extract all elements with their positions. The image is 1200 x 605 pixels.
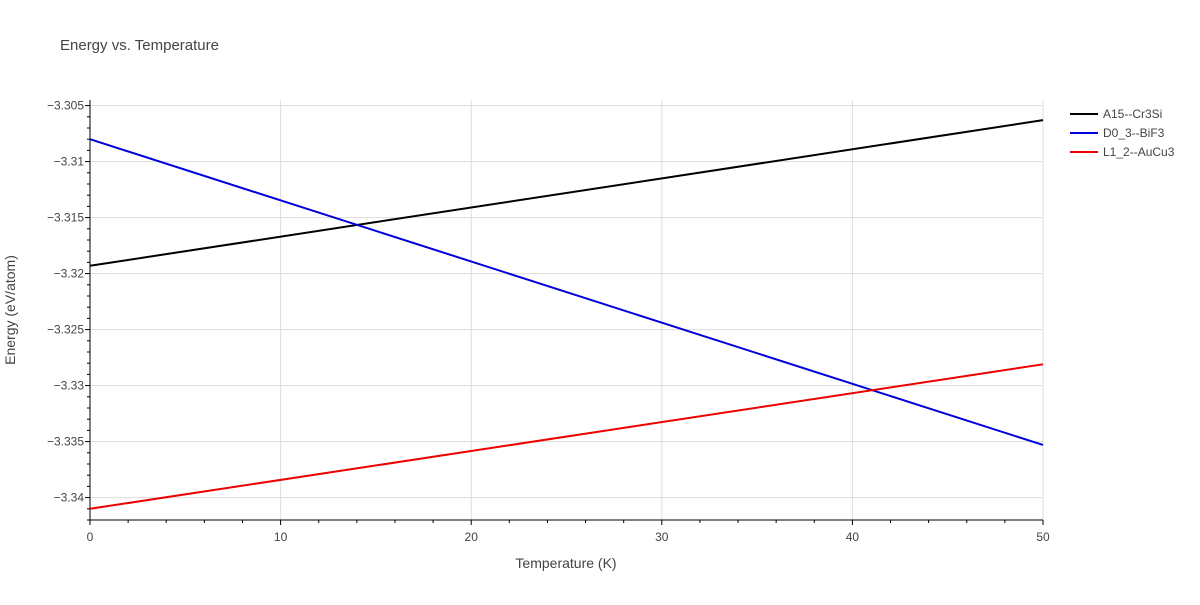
y-tick-label: −3.32 bbox=[54, 267, 85, 281]
legend-item[interactable]: L1_2--AuCu3 bbox=[1070, 145, 1175, 159]
legend-label: A15--Cr3Si bbox=[1103, 107, 1162, 121]
series-line bbox=[89, 363, 1044, 510]
y-tick-label: −3.325 bbox=[47, 323, 84, 337]
x-tick-label: 40 bbox=[846, 530, 860, 544]
legend-item[interactable]: D0_3--BiF3 bbox=[1070, 126, 1165, 140]
legend[interactable]: A15--Cr3Si D0_3--BiF3 L1_2--AuCu3 bbox=[1070, 107, 1175, 159]
x-tick-label: 50 bbox=[1036, 530, 1050, 544]
series bbox=[89, 119, 1044, 510]
y-axis-title: Energy (eV/atom) bbox=[2, 255, 18, 365]
y-tick-label: −3.305 bbox=[47, 99, 84, 113]
x-tick-label: 30 bbox=[655, 530, 669, 544]
grid bbox=[89, 100, 1044, 520]
axes: 0 10 20 30 40 50 −3.305 −3.31 −3.315 −3.32 −3.325 −… bbox=[47, 99, 1050, 544]
series-line bbox=[89, 119, 1044, 267]
x-tick-label: 0 bbox=[87, 530, 94, 544]
y-tick-label: −3.315 bbox=[47, 211, 84, 225]
x-tick-label: 20 bbox=[465, 530, 479, 544]
x-axis-title: Temperature (K) bbox=[515, 555, 616, 571]
x-tick-label: 10 bbox=[274, 530, 288, 544]
y-tick-label: −3.31 bbox=[54, 155, 85, 169]
chart-title: Energy vs. Temperature bbox=[60, 37, 219, 54]
y-tick-label: −3.34 bbox=[54, 491, 85, 505]
legend-label: D0_3--BiF3 bbox=[1103, 126, 1165, 140]
series-line bbox=[89, 138, 1044, 446]
legend-label: L1_2--AuCu3 bbox=[1103, 145, 1175, 159]
legend-item[interactable]: A15--Cr3Si bbox=[1070, 107, 1162, 121]
y-tick-label: −3.335 bbox=[47, 435, 84, 449]
y-tick-label: −3.33 bbox=[54, 379, 85, 393]
